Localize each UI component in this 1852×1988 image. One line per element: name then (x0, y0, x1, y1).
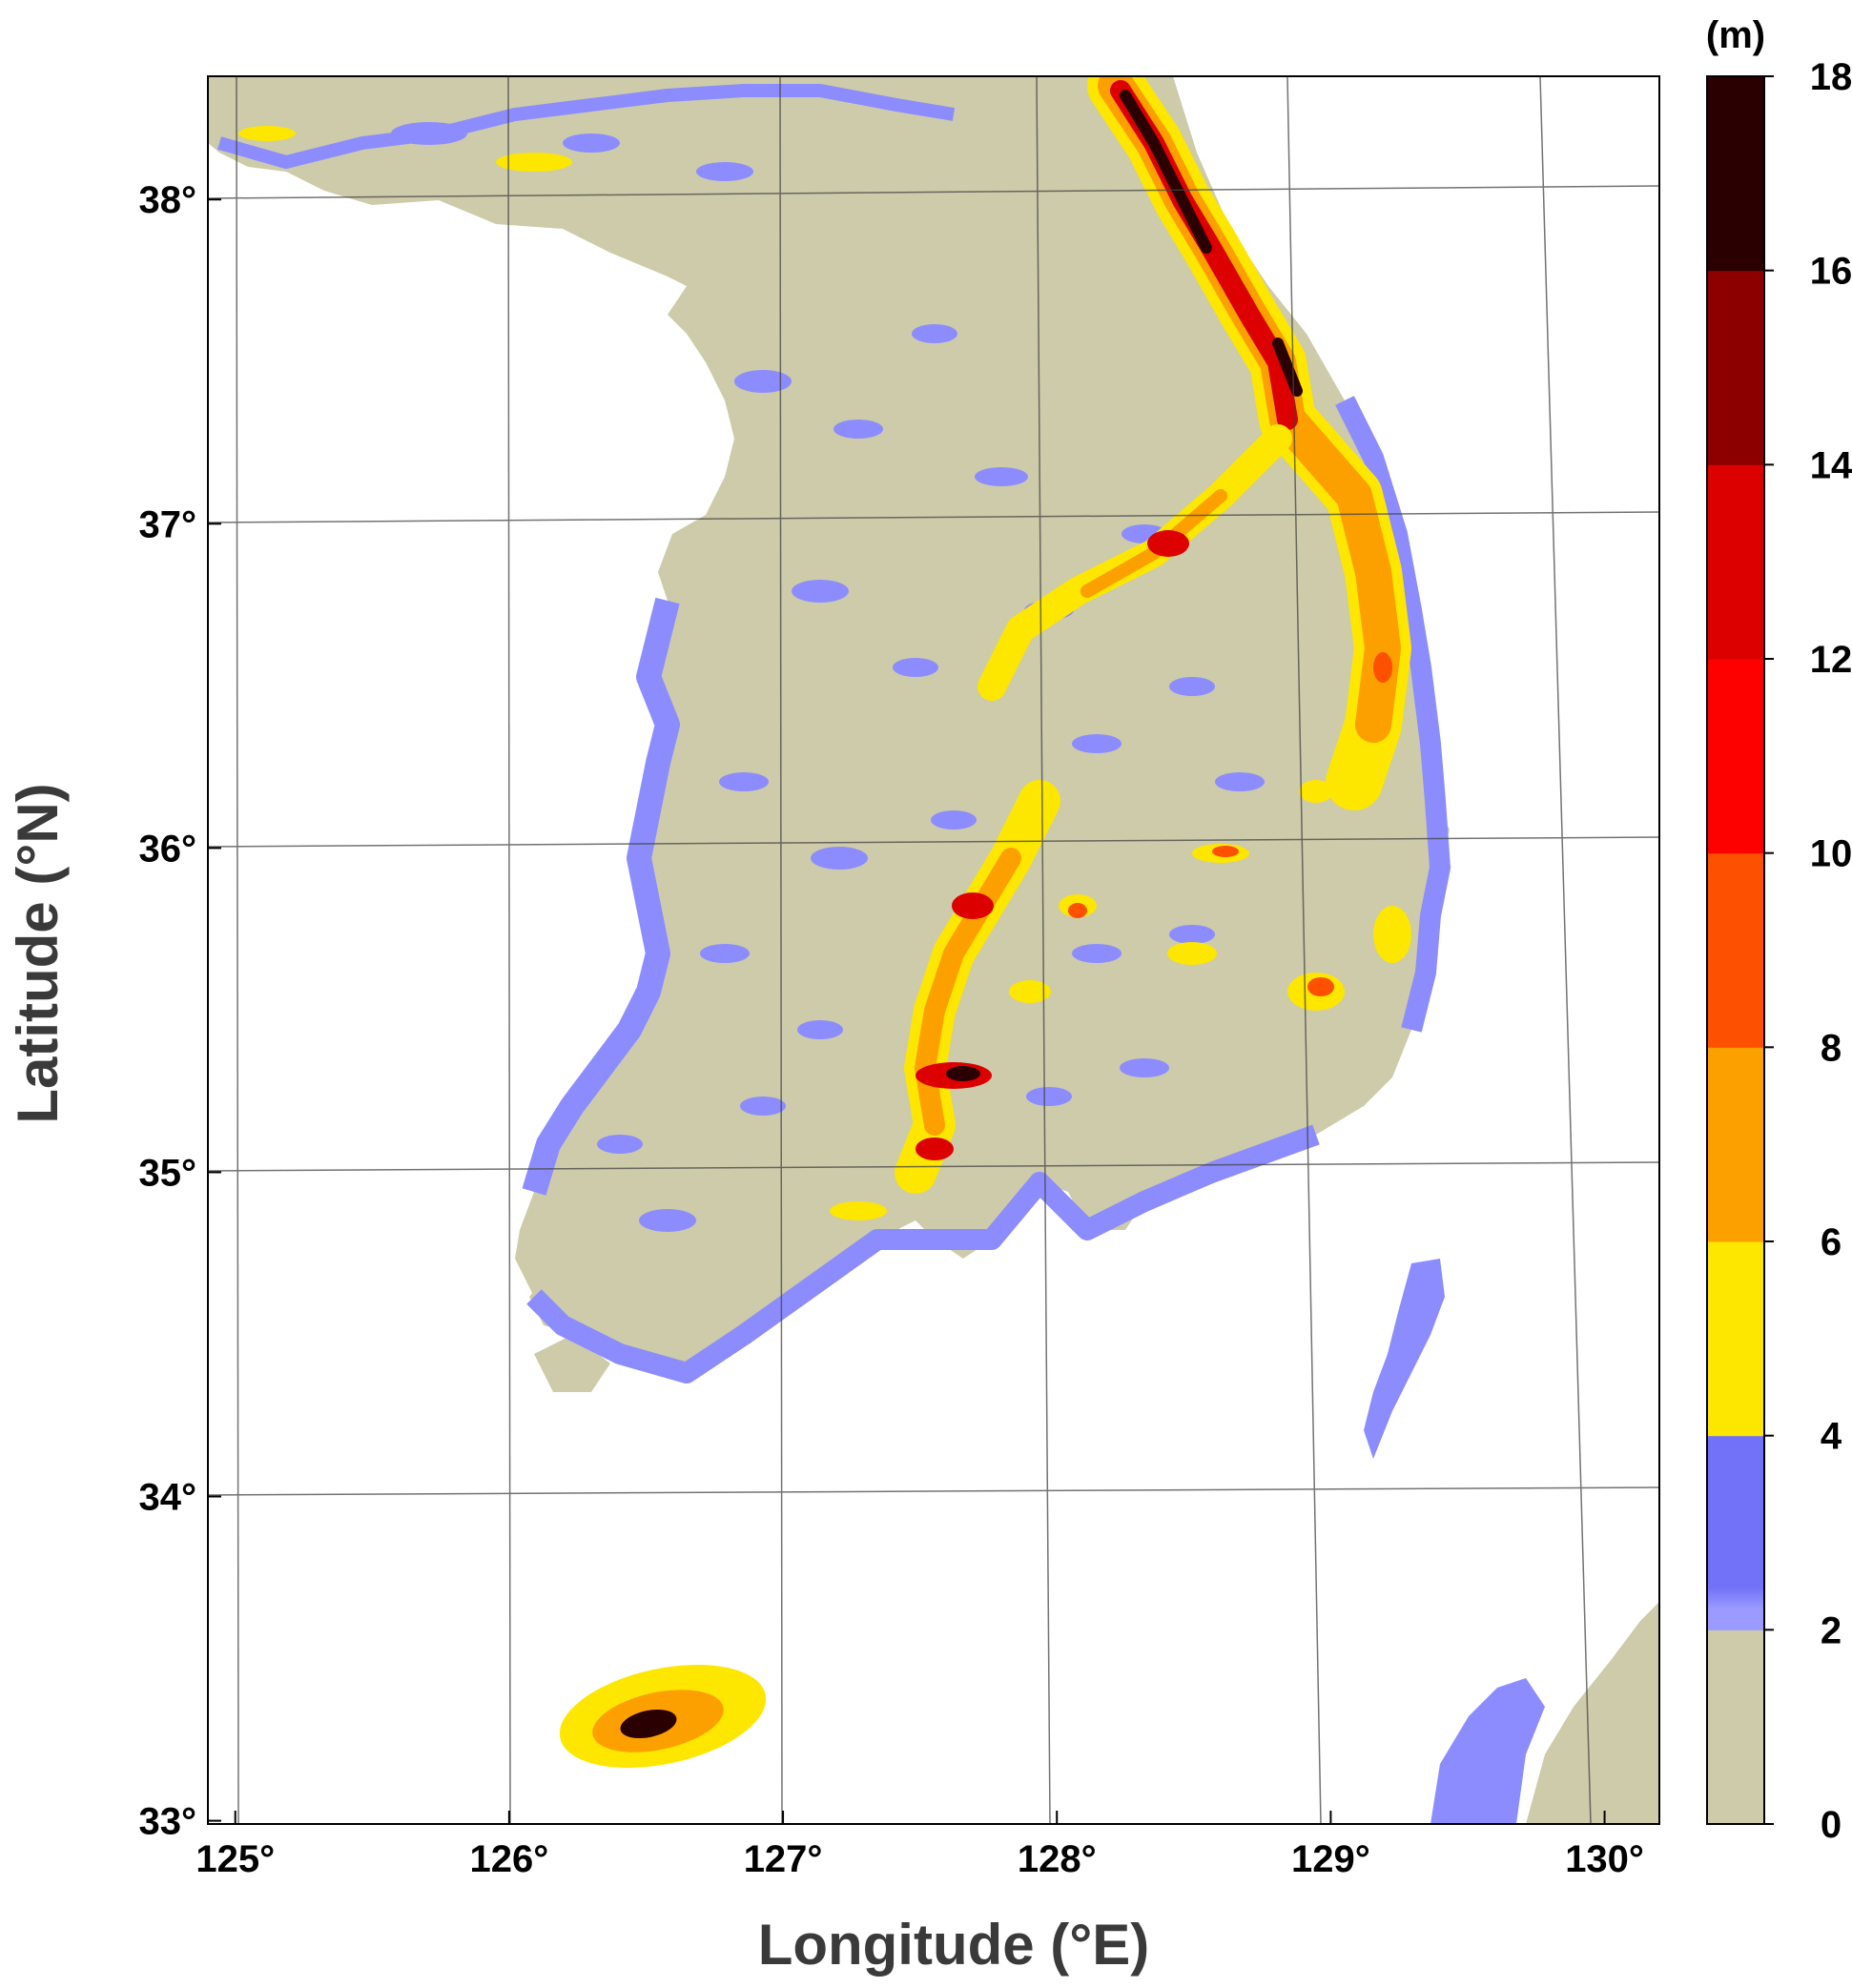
colorbar-tick-label: 18 (1810, 56, 1852, 98)
lon-tick-label: 128° (1018, 1838, 1097, 1880)
lat-tick-label: 35° (139, 1152, 197, 1194)
plot-frame (207, 75, 1660, 1825)
inland-high-spot (1147, 530, 1189, 557)
colorbar: 0 2 4 6 8 10 12 14 16 18 (1706, 56, 1852, 1846)
colorbar-tick-label: 6 (1821, 1221, 1842, 1263)
jeju-peak (620, 1709, 677, 1739)
colorbar-segment (1707, 1047, 1764, 1242)
low-elevation-patches (391, 122, 1265, 1232)
colorbar-tick-label: 4 (1821, 1416, 1842, 1458)
colorbar-tick-label: 14 (1810, 444, 1852, 486)
lat-tick-label: 38° (139, 179, 197, 221)
colorbar-segment (1707, 1435, 1764, 1630)
colorbar-frame (1706, 75, 1765, 1825)
colorbar-tick-label: 16 (1810, 251, 1852, 293)
lon-tick-label: 125° (195, 1838, 275, 1880)
colorbar-segment (1707, 76, 1764, 272)
colorbar-tick-label: 2 (1821, 1609, 1842, 1651)
south-coast-band (526, 1124, 1320, 1383)
lon-tick-label: 130° (1565, 1838, 1644, 1880)
colorbar-segment (1707, 852, 1764, 1048)
lon-tick-label: 126° (470, 1838, 549, 1880)
lat-tick-label: 37° (139, 503, 197, 545)
land-layer (208, 76, 1659, 1824)
latitude-ticks: 33° 34° 35° 36° 37° 38° (139, 179, 221, 1843)
colorbar-tick-label: 12 (1810, 639, 1852, 681)
colorbar-tick-label: 10 (1810, 833, 1852, 875)
upper-elevation-patches (1068, 652, 1392, 996)
colorbar-unit-label: (m) (1706, 14, 1765, 56)
colorbar-segment (1707, 1241, 1764, 1437)
tsushima-island (1364, 1259, 1445, 1459)
colorbar-segment (1707, 270, 1764, 465)
central-high-spot (952, 892, 994, 919)
lon-tick-label: 127° (744, 1838, 823, 1880)
map-plot-area (207, 75, 1660, 1825)
kyushu-coast (1430, 1678, 1545, 1824)
jirisan-summit (946, 1066, 980, 1081)
north-coast-band (217, 84, 956, 170)
x-axis-label: Longitude (°E) (758, 1913, 1150, 1977)
kyushu-landmass (1526, 1602, 1659, 1824)
east-coast-band (1335, 396, 1451, 1033)
lon-tick-label: 129° (1291, 1838, 1370, 1880)
korean-peninsula-landmass (515, 76, 1450, 1373)
gridlines (208, 76, 1659, 1824)
west-coast-band (522, 597, 680, 1196)
y-axis-label: Latitude (°N) (6, 783, 70, 1123)
colorbar-tick-label: 0 (1821, 1804, 1842, 1846)
colorbar-tick-label: 8 (1821, 1027, 1842, 1069)
colorbar-segment (1707, 464, 1764, 660)
colorbar-segment (1707, 1629, 1764, 1825)
lat-tick-label: 36° (139, 828, 197, 870)
colorbar-segment (1707, 659, 1764, 854)
lat-tick-label: 34° (139, 1477, 197, 1519)
longitude-ticks: 125° 126° 127° 128° 129° 130° (195, 1811, 1644, 1880)
lat-tick-label: 33° (139, 1801, 197, 1843)
south-high-spot (916, 1137, 954, 1160)
